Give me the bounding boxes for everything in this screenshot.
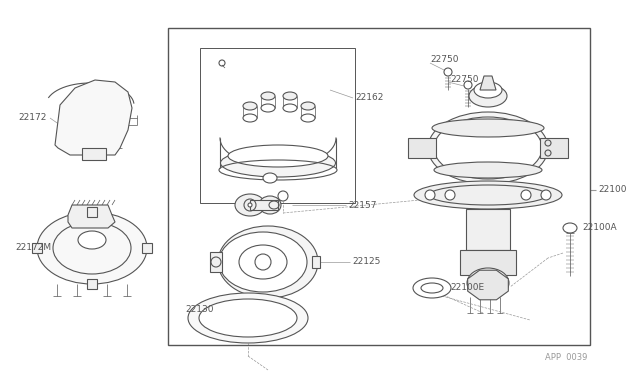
Ellipse shape xyxy=(434,162,542,178)
Text: 22100E: 22100E xyxy=(450,283,484,292)
Ellipse shape xyxy=(188,293,308,343)
Ellipse shape xyxy=(474,82,502,98)
Ellipse shape xyxy=(283,92,297,100)
Circle shape xyxy=(445,190,455,200)
Ellipse shape xyxy=(259,196,281,214)
Text: 22750: 22750 xyxy=(430,55,458,64)
Ellipse shape xyxy=(413,278,451,298)
Ellipse shape xyxy=(283,104,297,112)
Ellipse shape xyxy=(428,112,548,184)
Circle shape xyxy=(444,68,452,76)
Ellipse shape xyxy=(261,104,275,112)
Bar xyxy=(200,48,355,203)
Text: 22750: 22750 xyxy=(450,76,479,84)
Text: APP  0039: APP 0039 xyxy=(545,353,588,362)
Ellipse shape xyxy=(243,114,257,122)
Ellipse shape xyxy=(414,181,562,209)
Text: 22172M: 22172M xyxy=(15,244,51,253)
Ellipse shape xyxy=(434,117,542,179)
Polygon shape xyxy=(480,76,496,90)
Bar xyxy=(466,209,510,250)
Polygon shape xyxy=(68,205,115,228)
Bar xyxy=(87,279,97,289)
Text: 22125: 22125 xyxy=(352,257,380,266)
Ellipse shape xyxy=(221,149,335,177)
Ellipse shape xyxy=(563,223,577,233)
Ellipse shape xyxy=(218,226,318,298)
Ellipse shape xyxy=(432,119,544,137)
Bar xyxy=(250,200,278,210)
Polygon shape xyxy=(468,270,508,300)
Ellipse shape xyxy=(37,212,147,284)
Text: 22162: 22162 xyxy=(355,93,383,103)
Circle shape xyxy=(541,190,551,200)
Text: 22172: 22172 xyxy=(18,113,46,122)
Ellipse shape xyxy=(301,114,315,122)
Bar xyxy=(87,207,97,217)
Ellipse shape xyxy=(78,231,106,249)
Text: 22100A: 22100A xyxy=(582,224,616,232)
Polygon shape xyxy=(55,80,132,155)
Ellipse shape xyxy=(219,232,307,292)
Bar xyxy=(32,243,42,253)
Bar xyxy=(142,243,152,253)
Circle shape xyxy=(521,190,531,200)
Ellipse shape xyxy=(469,85,507,107)
Circle shape xyxy=(464,81,472,89)
Bar xyxy=(312,256,320,268)
Bar xyxy=(460,250,516,275)
Bar xyxy=(210,252,222,272)
Circle shape xyxy=(248,203,252,207)
Text: 22130: 22130 xyxy=(185,305,214,314)
Ellipse shape xyxy=(235,194,265,216)
Bar xyxy=(82,148,106,160)
Ellipse shape xyxy=(243,102,257,110)
Ellipse shape xyxy=(301,102,315,110)
Ellipse shape xyxy=(261,92,275,100)
Ellipse shape xyxy=(199,299,297,337)
Bar xyxy=(408,138,436,158)
Ellipse shape xyxy=(467,268,509,298)
Circle shape xyxy=(425,190,435,200)
Ellipse shape xyxy=(263,173,277,183)
Circle shape xyxy=(255,254,271,270)
Bar xyxy=(540,138,568,158)
Ellipse shape xyxy=(228,145,328,167)
Text: 22157: 22157 xyxy=(348,201,376,209)
Bar xyxy=(168,28,590,345)
Text: 22100: 22100 xyxy=(598,186,627,195)
